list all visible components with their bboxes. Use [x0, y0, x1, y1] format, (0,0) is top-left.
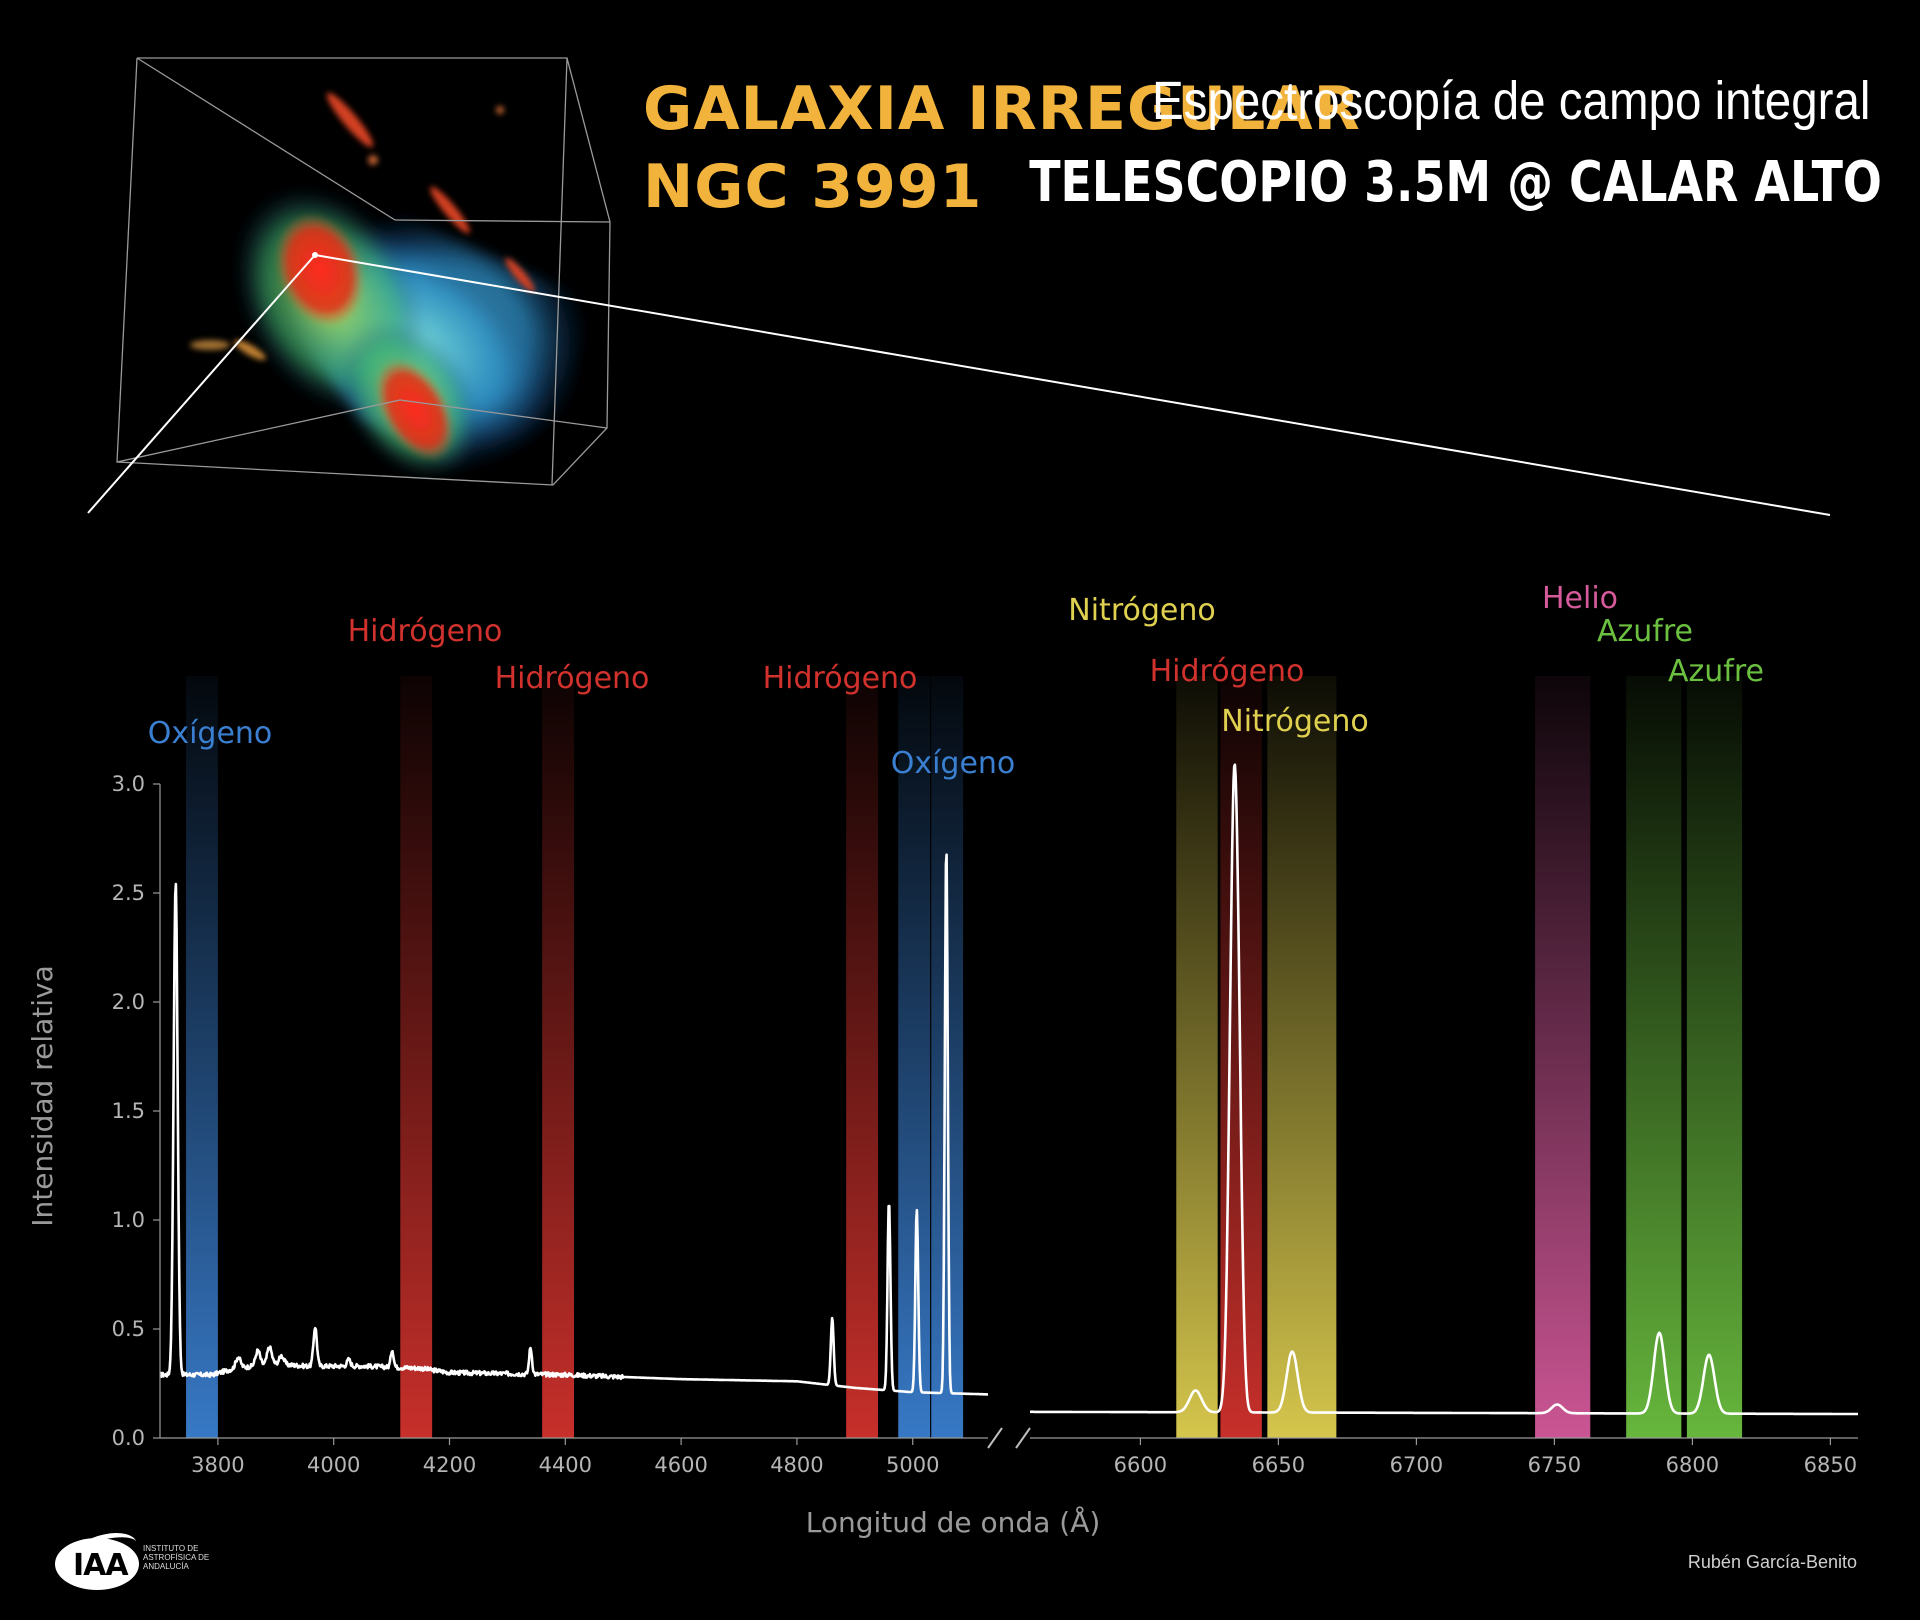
y-tick-label: 1.0 — [112, 1208, 145, 1232]
x-tick-label: 4800 — [770, 1453, 823, 1477]
x-tick-label: 4600 — [654, 1453, 707, 1477]
element-label-nitrógeno: Nitrógeno — [1221, 704, 1368, 739]
element-label-oxígeno: Oxígeno — [891, 746, 1016, 781]
axis-break-mark — [987, 1427, 1003, 1449]
x-tick-label: 6600 — [1114, 1453, 1167, 1477]
emission-band-azufre — [1686, 676, 1743, 1438]
emission-band-nitrógeno — [1176, 676, 1218, 1438]
x-tick-label: 6650 — [1252, 1453, 1305, 1477]
title-line-1: GALAXIA IRREGULAR — [643, 74, 1361, 144]
element-label-helio: Helio — [1542, 581, 1618, 616]
x-axis-label: Longitud de onda (Å) — [806, 1505, 1101, 1539]
subtitle-line-2: TELESCOPIO 3.5M @ CALAR ALTO — [1029, 150, 1882, 215]
x-tick-label: 6850 — [1804, 1453, 1857, 1477]
element-label-hidrógeno: Hidrógeno — [1150, 654, 1305, 689]
x-tick-label: 6800 — [1666, 1453, 1719, 1477]
title-line-2: NGC 3991 — [643, 152, 983, 222]
element-label-azufre: Azufre — [1668, 654, 1764, 689]
element-label-hidrógeno: Hidrógeno — [348, 614, 503, 649]
x-tick-label: 4000 — [307, 1453, 360, 1477]
x-tick-label: 5000 — [886, 1453, 939, 1477]
x-tick-label: 4400 — [539, 1453, 592, 1477]
y-tick-label: 2.5 — [112, 881, 145, 905]
subtitle-line-1: Espectroscopía de campo integral — [1151, 71, 1870, 131]
x-tick-label: 4200 — [423, 1453, 476, 1477]
y-tick-label: 1.5 — [112, 1099, 145, 1123]
logo-text: IAA — [73, 1548, 129, 1583]
spectrum-line-panel-2 — [1029, 763, 1859, 1416]
element-label-oxígeno: Oxígeno — [148, 716, 273, 751]
element-label-nitrógeno: Nitrógeno — [1068, 593, 1215, 628]
element-label-hidrógeno: Hidrógeno — [763, 661, 918, 696]
emission-band-hidrógeno — [400, 676, 433, 1438]
element-label-hidrógeno: Hidrógeno — [495, 661, 650, 696]
spectrum-line-panel-1 — [159, 853, 989, 1396]
y-tick-label: 3.0 — [112, 772, 145, 796]
x-tick-label: 6750 — [1528, 1453, 1581, 1477]
x-tick-label: 6700 — [1390, 1453, 1443, 1477]
galaxy-cube-image — [87, 57, 1831, 516]
emission-band-hidrógeno — [542, 676, 574, 1438]
emission-band-hidrógeno — [846, 676, 878, 1438]
emission-band-azufre — [1626, 676, 1682, 1438]
emission-band-oxígeno — [186, 676, 218, 1438]
y-tick-label: 0.5 — [112, 1317, 145, 1341]
iaa-logo: IAA INSTITUTO DE ASTROFÍSICA DE ANDALUCÍ… — [55, 1528, 209, 1594]
logo-institution: INSTITUTO DE ASTROFÍSICA DE ANDALUCÍA — [143, 1544, 210, 1571]
y-tick-label: 2.0 — [112, 990, 145, 1014]
y-tick-label: 0.0 — [112, 1426, 145, 1450]
y-axis-label: Intensidad relativa — [26, 965, 59, 1226]
emission-band-helio — [1535, 676, 1591, 1438]
x-tick-label: 3800 — [191, 1453, 244, 1477]
element-label-azufre: Azufre — [1597, 614, 1693, 649]
author-credit: Rubén García-Benito — [1687, 1552, 1857, 1572]
emission-band-nitrógeno — [1267, 676, 1337, 1438]
axis-break-mark — [1015, 1427, 1031, 1449]
